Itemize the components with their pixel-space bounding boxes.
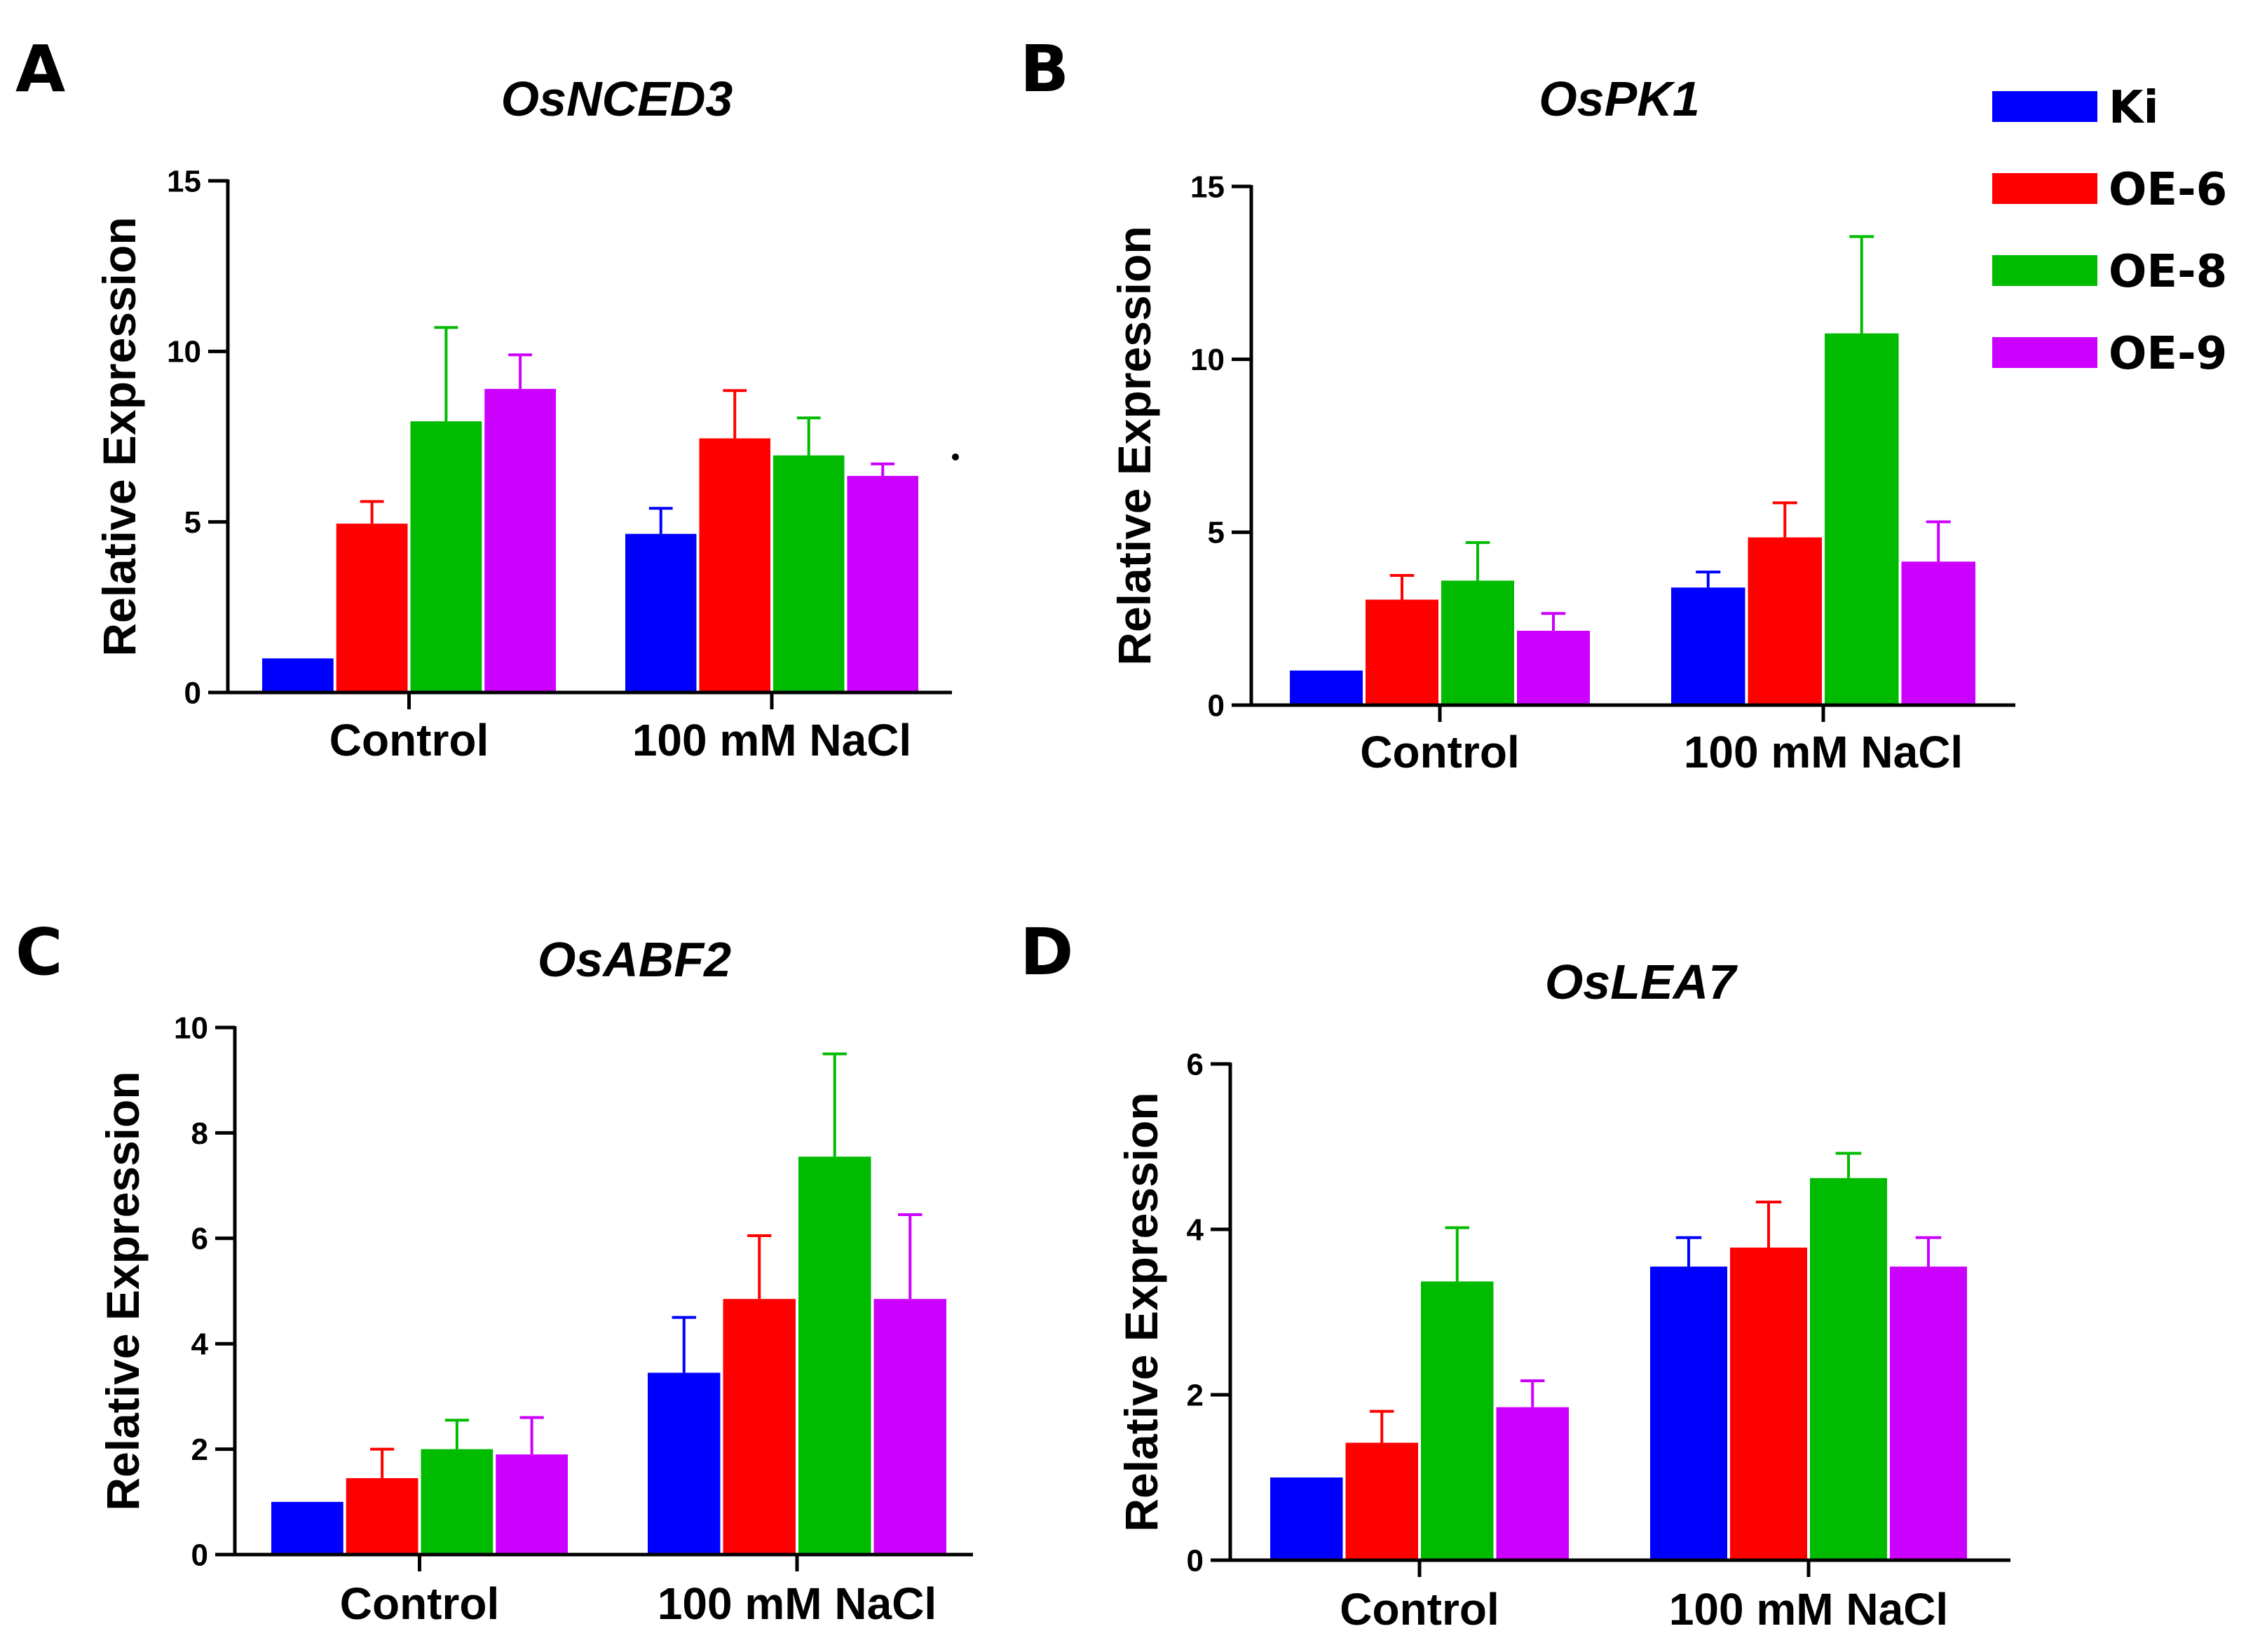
legend-swatch-oe-6 xyxy=(1992,173,2097,204)
y-tick-label: 2 xyxy=(1187,1378,1204,1412)
y-tick-label: 2 xyxy=(191,1433,208,1467)
bar-oe-6-control xyxy=(336,524,408,692)
bar-oe-8-control xyxy=(410,421,482,692)
legend-label-oe-6: OE-6 xyxy=(2109,164,2227,216)
y-tick-label: 5 xyxy=(184,505,201,540)
x-tick-label: 100 mM NaCl xyxy=(1684,727,1963,777)
bar-oe-6-nacl xyxy=(723,1299,796,1555)
bar-oe-9-nacl xyxy=(847,475,918,692)
x-tick-label: 100 mM NaCl xyxy=(658,1578,937,1629)
bar-ki-nacl xyxy=(648,1372,721,1555)
chart-title: OsNCED3 xyxy=(501,71,733,126)
bar-oe-6-nacl xyxy=(1748,537,1822,705)
chart-c: C OsABF2 Relative Expression Control 100 mM … xyxy=(15,915,973,1629)
bar-oe-6-nacl xyxy=(1730,1247,1807,1560)
y-tick-label: 6 xyxy=(191,1222,208,1256)
bar-ki-control xyxy=(1290,670,1363,705)
bar-oe-8-control xyxy=(421,1449,493,1555)
chart-title: OsLEA7 xyxy=(1545,955,1738,1009)
x-tick-label: Control xyxy=(340,1578,500,1629)
bar-ki-nacl xyxy=(625,533,697,692)
panel-letter: A xyxy=(15,32,65,107)
y-tick-label: 6 xyxy=(1187,1047,1204,1081)
y-tick-label: 0 xyxy=(1208,688,1225,723)
legend-label-oe-8: OE-8 xyxy=(2109,246,2227,298)
y-axis-label: Relative Expression xyxy=(1108,226,1160,665)
y-axis-label: Relative Expression xyxy=(1115,1092,1167,1531)
bar-ki-nacl xyxy=(1650,1267,1727,1560)
panel-letter: B xyxy=(1020,32,1069,107)
y-tick-label: 15 xyxy=(1190,170,1225,204)
bar-oe-8-nacl xyxy=(1825,333,1899,706)
x-tick-label: 100 mM NaCl xyxy=(632,715,911,765)
bar-oe-9-nacl xyxy=(873,1299,946,1555)
y-tick-label: 0 xyxy=(1187,1543,1204,1578)
x-tick-label: 100 mM NaCl xyxy=(1669,1584,1948,1634)
legend-swatch-oe-8 xyxy=(1992,255,2097,286)
legend-label-ki: Ki xyxy=(2109,82,2159,134)
y-tick-label: 4 xyxy=(191,1327,209,1362)
bar-ki-control xyxy=(1270,1477,1343,1560)
bar-oe-9-nacl xyxy=(1901,561,1975,705)
chart-d: D OsLEA7 Relative Expression Control 100 mM … xyxy=(1020,915,2010,1634)
x-tick-label: Control xyxy=(1360,727,1520,777)
y-axis-label: Relative Expression xyxy=(97,1071,149,1510)
legend: Ki OE-6 OE-8 OE-9 xyxy=(1992,82,2227,380)
bar-oe-6-control xyxy=(346,1477,418,1555)
chart-title: OsABF2 xyxy=(538,932,731,987)
bar-oe-6-control xyxy=(1366,599,1438,705)
bar-ki-control xyxy=(271,1501,343,1555)
chart-title: OsPK1 xyxy=(1539,71,1700,126)
bar-oe-8-control xyxy=(1421,1281,1494,1560)
bar-oe-8-nacl xyxy=(798,1156,871,1555)
y-tick-label: 0 xyxy=(184,676,201,710)
panel-letter: D xyxy=(1020,915,1073,990)
legend-swatch-oe-9 xyxy=(1992,337,2097,368)
x-tick-label: Control xyxy=(329,715,489,765)
y-tick-label: 10 xyxy=(167,335,201,369)
bar-oe-9-nacl xyxy=(1890,1267,1967,1560)
chart-a: A OsNCED3 Relative Expression Control 100 mM… xyxy=(15,32,952,765)
y-tick-label: 10 xyxy=(174,1011,208,1045)
bar-oe-9-control xyxy=(484,388,556,692)
bar-oe-6-nacl xyxy=(699,438,770,692)
panel-letter: C xyxy=(15,915,63,990)
bar-oe-9-control xyxy=(1517,630,1590,705)
chart-b: B OsPK1 Relative Expression Control 100 mM N… xyxy=(1020,32,2015,777)
y-tick-label: 15 xyxy=(167,164,201,198)
y-tick-label: 10 xyxy=(1190,343,1225,377)
y-axis-label: Relative Expression xyxy=(93,217,145,656)
bar-oe-6-control xyxy=(1345,1442,1418,1560)
y-tick-label: 4 xyxy=(1187,1213,1204,1247)
bar-oe-8-nacl xyxy=(773,455,845,692)
bar-oe-9-control xyxy=(496,1454,568,1555)
legend-label-oe-9: OE-9 xyxy=(2109,328,2227,380)
bar-ki-nacl xyxy=(1671,587,1745,705)
y-tick-label: 0 xyxy=(191,1538,208,1572)
stray-dot xyxy=(952,453,959,460)
bar-oe-8-control xyxy=(1441,580,1514,705)
legend-swatch-ki xyxy=(1992,91,2097,122)
bar-oe-9-control xyxy=(1496,1407,1569,1560)
y-tick-label: 8 xyxy=(191,1117,208,1151)
x-tick-label: Control xyxy=(1340,1584,1499,1634)
bar-oe-8-nacl xyxy=(1810,1177,1887,1560)
bar-ki-control xyxy=(262,658,334,692)
y-tick-label: 5 xyxy=(1208,516,1225,550)
